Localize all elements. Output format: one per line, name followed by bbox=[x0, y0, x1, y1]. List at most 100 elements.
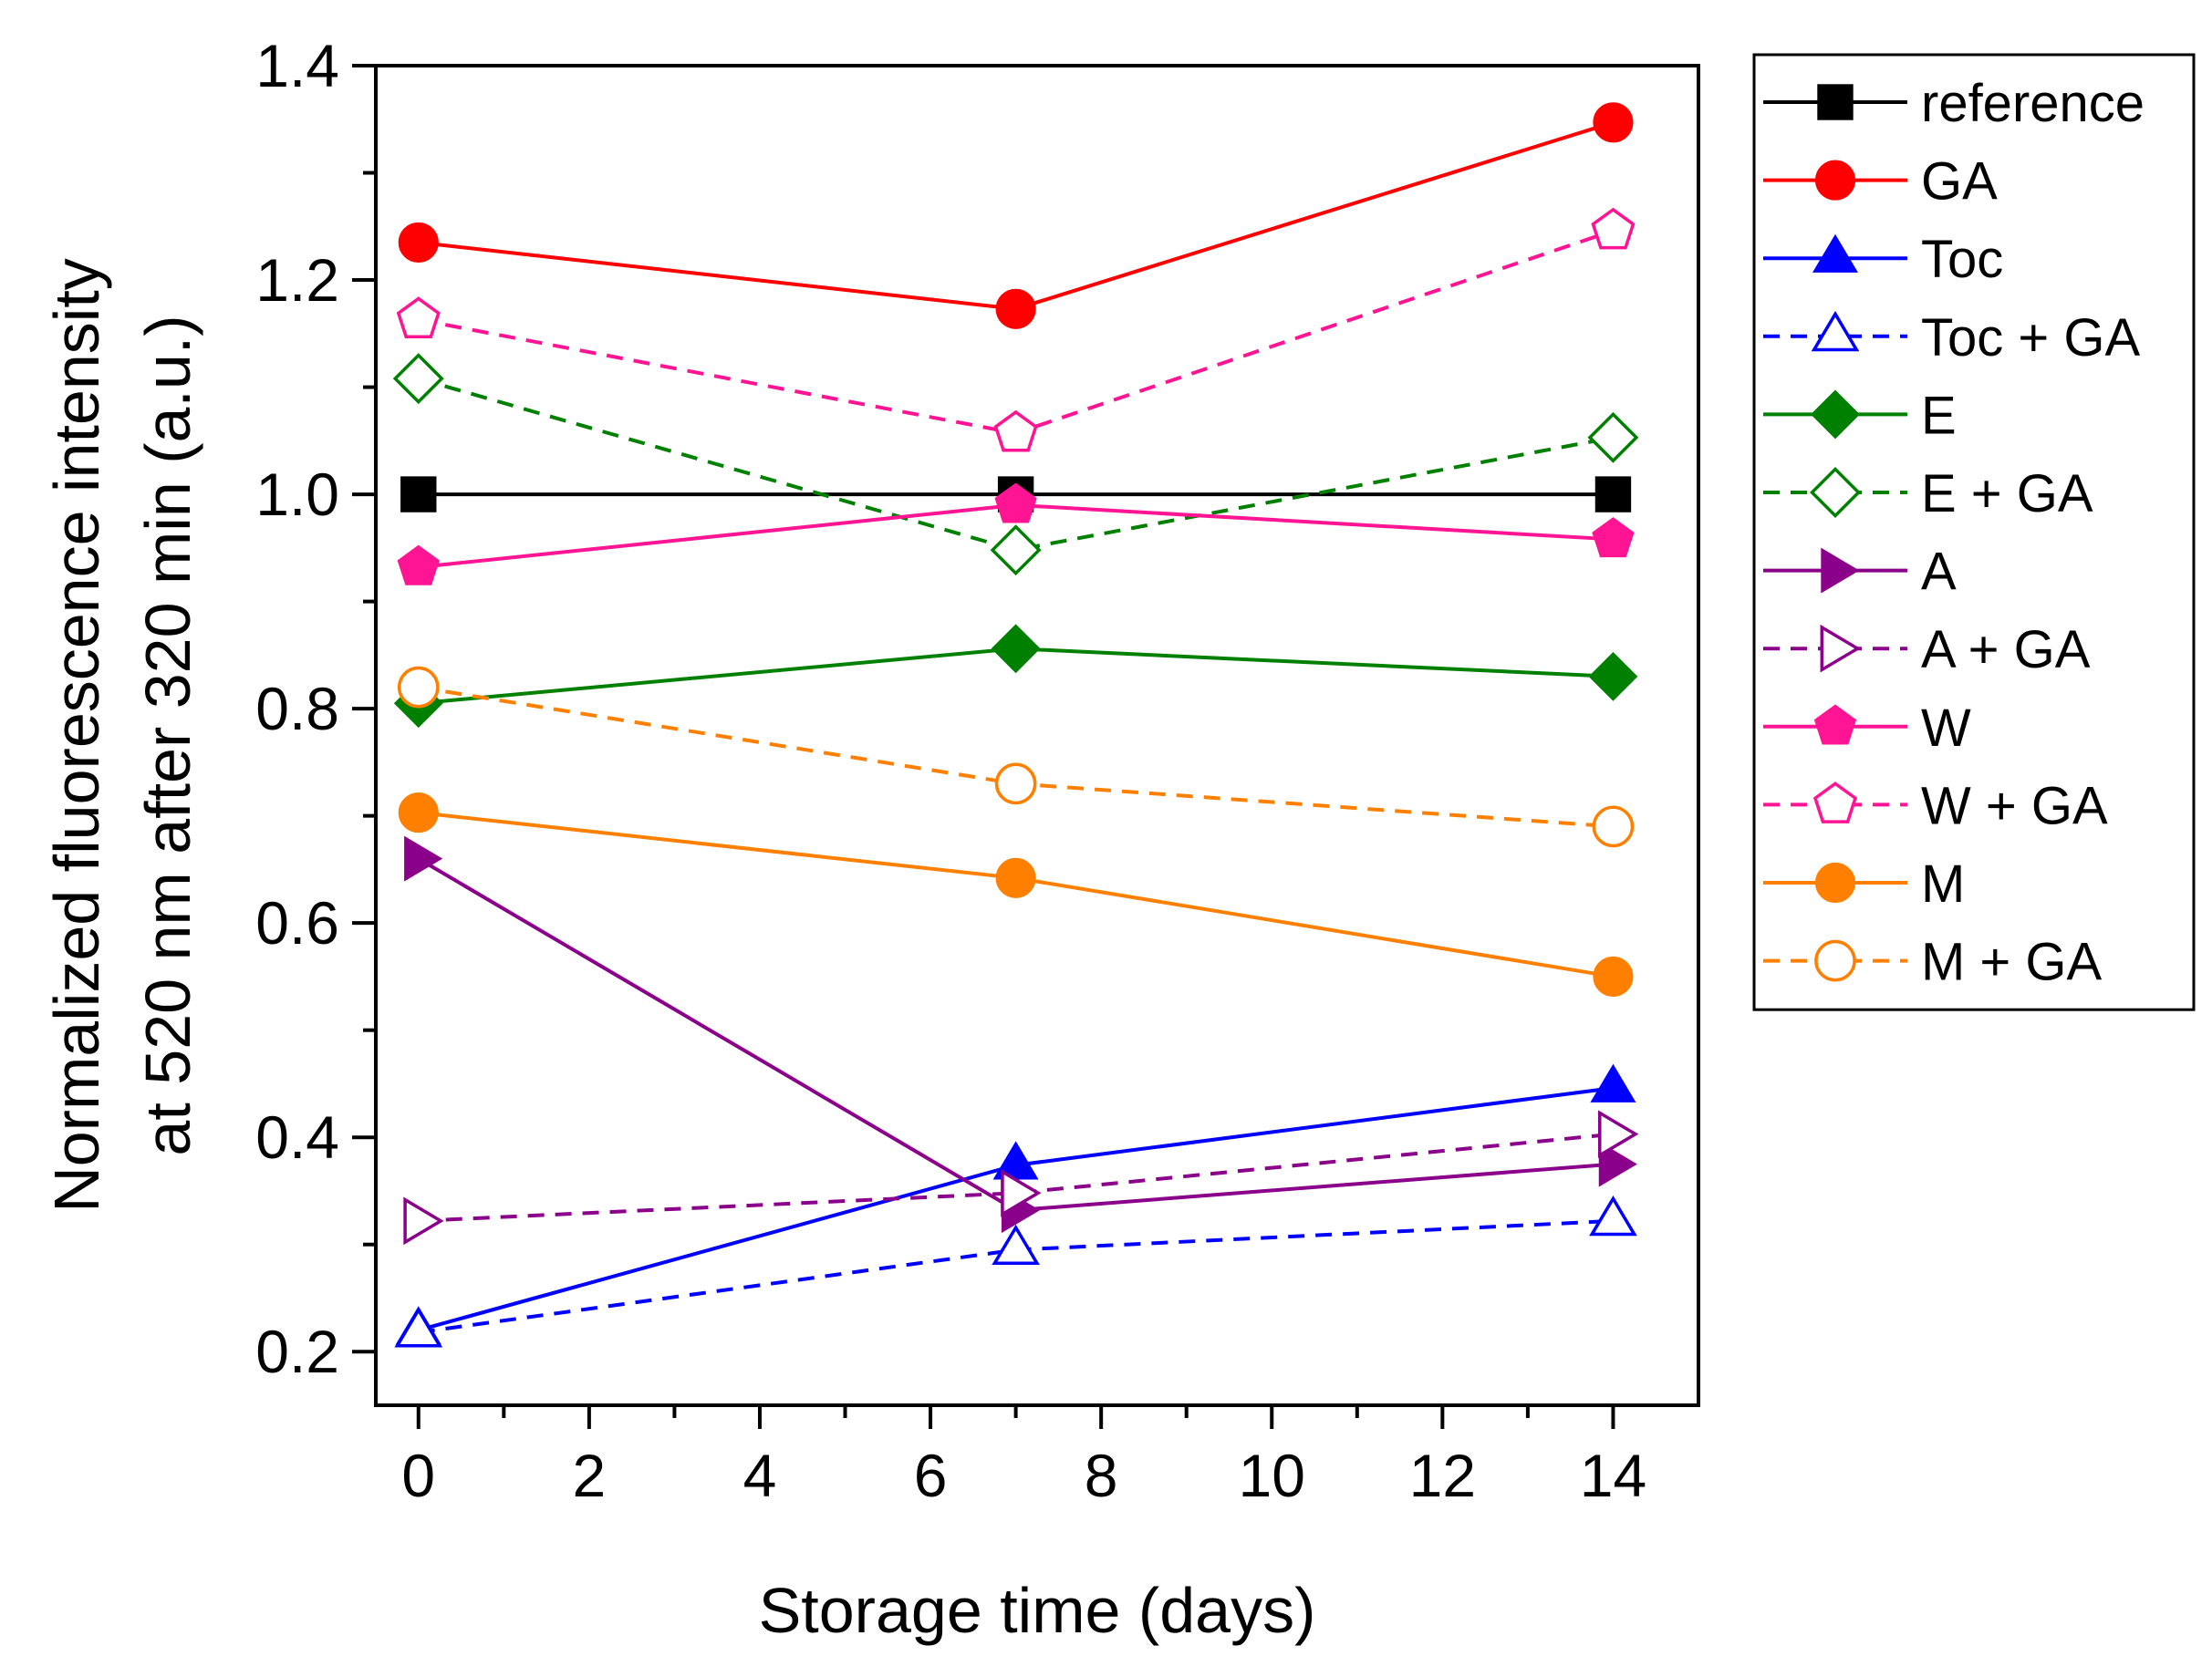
x-tick-label: 8 bbox=[1085, 1442, 1118, 1509]
y-tick-label: 0.4 bbox=[255, 1103, 339, 1171]
y-axis-title-line-1: Normalized fluorescence intensity bbox=[41, 258, 112, 1213]
legend-entry-a: A bbox=[1763, 543, 1957, 602]
series-line-ga bbox=[418, 120, 1615, 311]
data-point-e bbox=[1588, 651, 1638, 701]
data-point-ga bbox=[398, 222, 439, 263]
legend-marker-w bbox=[1813, 704, 1857, 745]
data-point-a-ga bbox=[403, 1196, 444, 1246]
legend-entry-ga: GA bbox=[1763, 152, 1998, 212]
legend-label-w-ga: W + GA bbox=[1921, 776, 2108, 835]
data-point-ga bbox=[995, 288, 1036, 329]
data-point-w-ga bbox=[993, 409, 1038, 452]
legend-label-m: M bbox=[1921, 854, 1965, 914]
series-layer bbox=[392, 102, 1639, 1348]
legend: reference GA Toc Toc + GA E E + GA A A + GA W W +… bbox=[1752, 53, 2196, 1011]
data-point-reference bbox=[400, 476, 437, 512]
y-tick-label: 0.8 bbox=[255, 675, 339, 742]
plot-frame bbox=[374, 64, 1700, 1407]
data-point-a bbox=[1598, 1141, 1637, 1187]
y-axis-title-line-2: at 520 nm after 320 min (a.u.) bbox=[132, 315, 203, 1155]
legend-label-a: A bbox=[1921, 543, 1957, 602]
series-line-e-ga bbox=[418, 377, 1614, 553]
legend-label-w: W bbox=[1921, 699, 1971, 758]
data-point-w-ga bbox=[396, 296, 441, 338]
series-w-ga bbox=[396, 207, 1636, 452]
legend-label-e: E bbox=[1921, 386, 1957, 445]
series-w bbox=[397, 482, 1635, 585]
x-tick-label: 4 bbox=[743, 1442, 777, 1509]
legend-entry-e: E bbox=[1763, 386, 1957, 445]
legend-marker-a bbox=[1821, 547, 1860, 594]
legend-frame bbox=[1752, 53, 2196, 1011]
legend-label-m-ga: M + GA bbox=[1921, 933, 2103, 992]
ticks-layer: 0 2 4 6 8 10 12 14 0.2 0.4 0.6 0.8 1.0 1.2 1.4 bbox=[255, 32, 1646, 1509]
legend-marker-e-ga bbox=[1810, 467, 1861, 518]
data-point-w bbox=[397, 544, 440, 585]
data-point-e-ga bbox=[392, 353, 444, 405]
data-point-reference bbox=[1594, 476, 1632, 512]
legend-label-reference: reference bbox=[1921, 74, 2144, 133]
legend-entry-w: W bbox=[1763, 699, 1971, 758]
data-point-e-ga bbox=[1587, 411, 1639, 463]
y-tick-label: 1.0 bbox=[255, 461, 339, 528]
legend-entry-m: M bbox=[1763, 854, 1965, 914]
data-point-w-ga bbox=[1591, 207, 1636, 250]
data-point-a bbox=[404, 835, 443, 882]
data-point-m bbox=[1593, 956, 1634, 998]
y-tick-label: 0.6 bbox=[255, 889, 339, 957]
x-tick-label: 10 bbox=[1239, 1442, 1305, 1509]
series-a-ga bbox=[403, 1110, 1639, 1246]
data-point-m-ga bbox=[994, 762, 1037, 805]
x-axis-title: Storage time (days) bbox=[759, 1575, 1316, 1646]
legend-marker-m bbox=[1814, 862, 1856, 904]
series-e-ga bbox=[392, 353, 1639, 576]
legend-marker-w-ga bbox=[1812, 782, 1858, 823]
series-e bbox=[393, 624, 1638, 729]
legend-label-ga: GA bbox=[1921, 152, 1998, 212]
data-point-w bbox=[1592, 517, 1635, 558]
y-tick-label: 1.2 bbox=[255, 246, 339, 314]
series-m-ga bbox=[397, 666, 1635, 848]
legend-entry-reference: reference bbox=[1763, 74, 2144, 133]
legend-marker-ga bbox=[1814, 160, 1856, 201]
legend-marker-m-ga bbox=[1814, 939, 1856, 982]
x-tick-label: 14 bbox=[1580, 1442, 1646, 1509]
series-line-m-ga bbox=[418, 685, 1614, 829]
legend-entry-e-ga: E + GA bbox=[1763, 464, 2093, 523]
x-tick-label: 6 bbox=[914, 1442, 948, 1509]
legend-entry-m-ga: M + GA bbox=[1763, 933, 2103, 992]
legend-marker-a-ga bbox=[1820, 624, 1861, 673]
legend-marker-reference bbox=[1817, 84, 1854, 120]
data-point-e-ga bbox=[990, 524, 1042, 576]
data-point-m bbox=[398, 792, 439, 833]
legend-marker-toc bbox=[1812, 233, 1859, 273]
series-line-a-ga bbox=[418, 1132, 1614, 1223]
series-ga bbox=[398, 102, 1634, 329]
x-tick-label: 0 bbox=[401, 1442, 435, 1509]
legend-marker-e bbox=[1811, 389, 1860, 440]
legend-label-e-ga: E + GA bbox=[1921, 464, 2093, 523]
y-tick-label: 0.2 bbox=[255, 1318, 339, 1385]
legend-entry-w-ga: W + GA bbox=[1763, 776, 2108, 835]
series-m bbox=[398, 792, 1634, 998]
data-point-toc-ga bbox=[992, 1224, 1040, 1266]
data-point-m-ga bbox=[397, 666, 440, 709]
data-point-a-ga bbox=[1598, 1110, 1639, 1159]
y-tick-label: 1.4 bbox=[255, 32, 339, 99]
legend-entry-toc: Toc bbox=[1763, 230, 2003, 289]
data-point-toc-ga bbox=[1589, 1195, 1637, 1237]
data-point-ga bbox=[1593, 102, 1634, 143]
legend-label-toc-ga: Toc + GA bbox=[1921, 308, 2140, 367]
legend-entry-toc-ga: Toc + GA bbox=[1763, 308, 2140, 367]
x-tick-label: 2 bbox=[573, 1442, 607, 1509]
legend-label-toc: Toc bbox=[1921, 230, 2003, 289]
legend-marker-toc-ga bbox=[1811, 310, 1860, 352]
data-point-toc-ga bbox=[394, 1307, 443, 1348]
data-point-m bbox=[995, 857, 1036, 898]
data-point-a-ga bbox=[1001, 1168, 1042, 1217]
data-point-m-ga bbox=[1592, 805, 1635, 848]
data-point-w bbox=[994, 482, 1037, 523]
data-point-e bbox=[991, 624, 1041, 674]
legend-entry-a-ga: A + GA bbox=[1763, 620, 2091, 679]
